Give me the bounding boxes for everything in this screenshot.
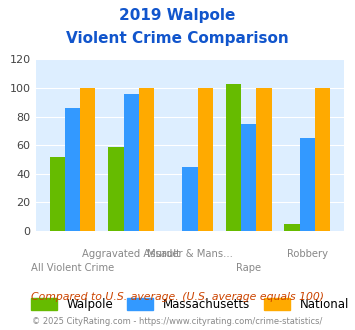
Text: Compared to U.S. average. (U.S. average equals 100): Compared to U.S. average. (U.S. average … (31, 292, 324, 302)
Bar (50, 157, 65, 231)
Bar (300, 138, 315, 231)
Bar (139, 88, 154, 231)
Text: Robbery: Robbery (287, 249, 328, 259)
Bar (241, 124, 256, 231)
Bar (108, 147, 124, 231)
Text: Murder & Mans...: Murder & Mans... (147, 249, 233, 259)
Text: All Violent Crime: All Violent Crime (31, 263, 114, 273)
Text: Rape: Rape (236, 263, 261, 273)
Text: © 2025 CityRating.com - https://www.cityrating.com/crime-statistics/: © 2025 CityRating.com - https://www.city… (32, 317, 323, 326)
Bar (80, 88, 95, 231)
Legend: Walpole, Massachusetts, National: Walpole, Massachusetts, National (26, 293, 354, 316)
Bar (124, 94, 139, 231)
Text: Violent Crime Comparison: Violent Crime Comparison (66, 31, 289, 46)
Bar (284, 224, 300, 231)
Bar (198, 88, 213, 231)
Bar (256, 88, 272, 231)
Text: Aggravated Assault: Aggravated Assault (82, 249, 180, 259)
Bar (226, 84, 241, 231)
Bar (315, 88, 330, 231)
Bar (65, 108, 80, 231)
Text: 2019 Walpole: 2019 Walpole (119, 8, 236, 23)
Bar (182, 167, 198, 231)
